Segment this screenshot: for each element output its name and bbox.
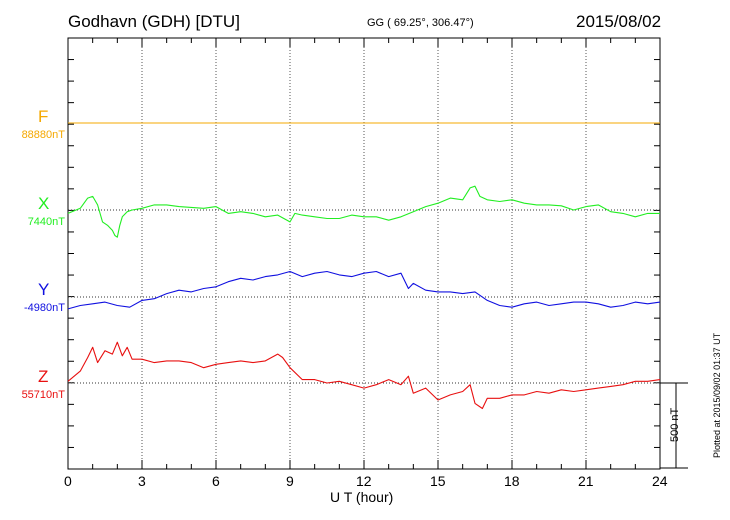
x-axis-label: U T (hour)	[330, 489, 394, 505]
series-name-X: X	[38, 194, 50, 213]
date-label: 2015/08/02	[576, 12, 662, 31]
x-tick-label-0: 0	[64, 473, 72, 489]
x-tick-label-12: 12	[356, 473, 372, 489]
x-tick-label-24: 24	[652, 473, 668, 489]
series-lines	[67, 122, 661, 410]
scale-bar	[660, 382, 688, 469]
series-name-Y: Y	[38, 280, 50, 299]
series-baseline-label-Z: 55710nT	[21, 389, 65, 401]
plotted-timestamp: Plotted at 2015/09/02 01:37 UT	[712, 332, 722, 458]
grid-lines	[141, 38, 587, 469]
series-name-Z: Z	[38, 367, 49, 386]
series-baseline-label-X: 7440nT	[27, 216, 65, 228]
series-line-X	[67, 185, 660, 238]
series-line-Z	[67, 341, 661, 410]
x-tick-label-6: 6	[212, 473, 220, 489]
series-line-Y	[67, 270, 661, 310]
x-tick-label-18: 18	[504, 473, 520, 489]
x-tick-label-9: 9	[286, 473, 294, 489]
scale-bar-label: 500 nT	[669, 407, 681, 442]
x-tick-label-3: 3	[138, 473, 146, 489]
series-baseline-label-Y: -4980nT	[24, 302, 65, 314]
coordinates-label: GG ( 69.25°, 306.47°)	[367, 17, 474, 29]
series-name-F: F	[38, 107, 49, 126]
station-title: Godhavn (GDH) [DTU]	[68, 12, 240, 31]
x-tick-label-21: 21	[578, 473, 594, 489]
x-tick-label-15: 15	[430, 473, 446, 489]
series-baseline-label-F: 88880nT	[21, 129, 65, 141]
